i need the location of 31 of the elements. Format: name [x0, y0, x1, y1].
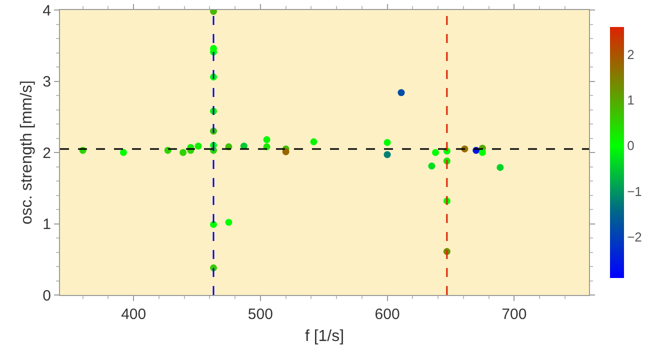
point: [496, 164, 504, 171]
point: [384, 139, 391, 146]
point: [225, 218, 232, 226]
point: [120, 149, 127, 156]
y-tick-label: 4: [42, 2, 51, 20]
point: [310, 138, 318, 146]
point: [478, 149, 486, 156]
x-tick-label: 500: [248, 306, 273, 323]
y-tick-label: 2: [42, 144, 51, 162]
x-tick-label: 400: [121, 306, 146, 323]
color-bar-label: 2: [627, 46, 634, 62]
x-tick-label: 600: [374, 306, 400, 323]
point: [428, 162, 436, 170]
x-axis-title: f [1/s]: [304, 328, 344, 345]
color-bar-label: −1: [627, 184, 642, 199]
point: [432, 149, 439, 156]
y-axis-title: osc. strength [mm/s]: [18, 80, 36, 225]
point: [210, 220, 217, 228]
color-bar-label: 0: [627, 138, 634, 154]
y-tick-label: 3: [42, 74, 51, 90]
point: [282, 148, 290, 156]
color-bar-label: 1: [627, 92, 634, 108]
point: [194, 142, 202, 150]
point: [398, 89, 405, 96]
point: [384, 151, 391, 158]
color-bar-label: −2: [627, 229, 642, 244]
y-tick-label: 0: [42, 287, 51, 304]
x-tick-label: 700: [502, 306, 527, 323]
y-tick-label: 1: [42, 216, 51, 233]
point: [180, 149, 187, 156]
point: [263, 136, 270, 144]
